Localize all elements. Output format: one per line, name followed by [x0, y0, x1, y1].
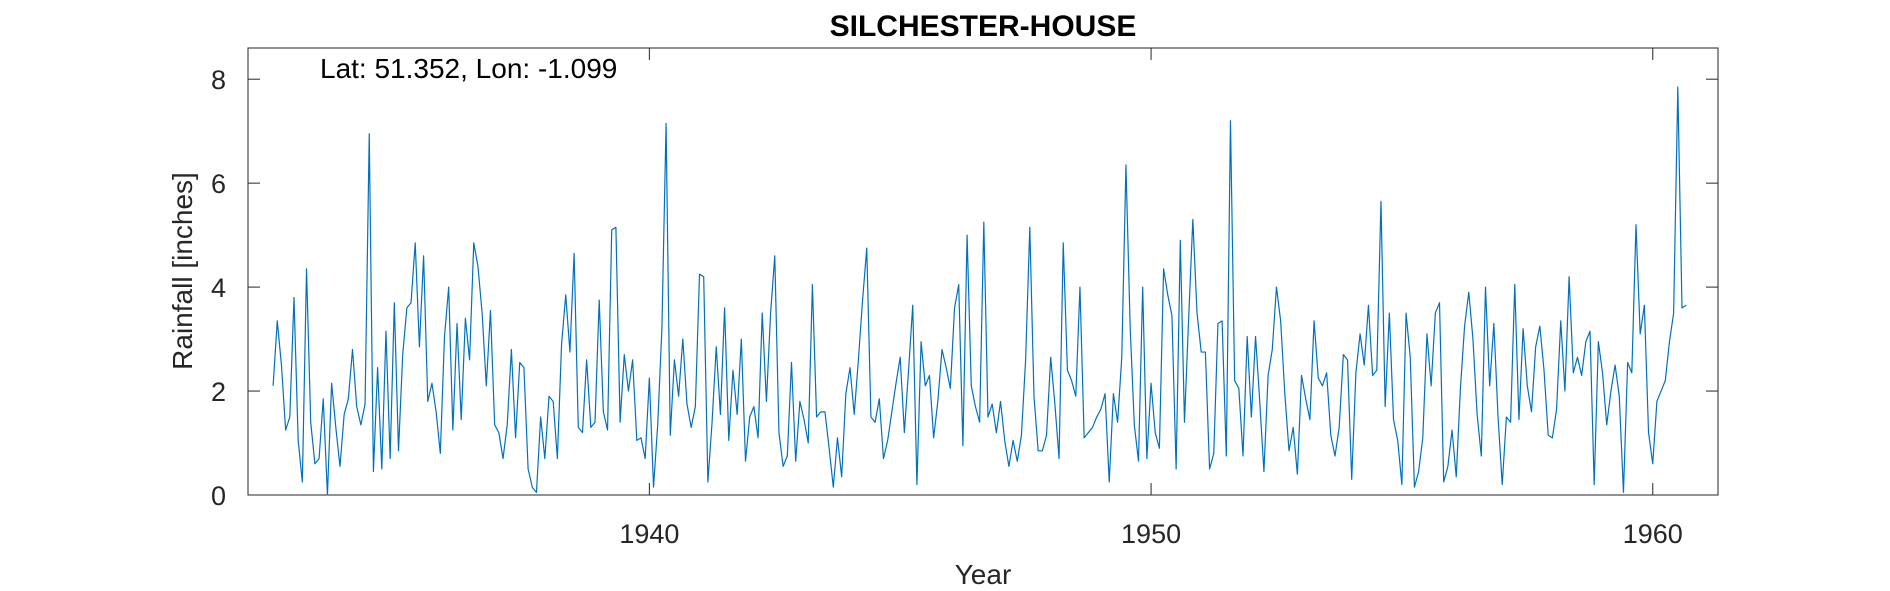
series-group — [272, 86, 1687, 496]
y-tick-label: 2 — [211, 377, 226, 407]
y-tick-label: 6 — [211, 169, 226, 199]
y-tick-label: 0 — [211, 481, 226, 511]
x-tick-label: 1940 — [619, 519, 679, 549]
axis-ticks: 0 2 4 6 8 1940 1950 1960 — [211, 48, 1718, 549]
y-tick-label: 4 — [211, 273, 226, 303]
rainfall-series-line — [272, 86, 1687, 496]
y-axis-label: Rainfall [inches] — [167, 172, 198, 370]
location-annotation: Lat: 51.352, Lon: -1.099 — [320, 53, 617, 84]
x-axis-label: Year — [955, 559, 1012, 590]
x-tick-label: 1950 — [1121, 519, 1181, 549]
x-tick-label: 1960 — [1623, 519, 1683, 549]
chart-title: SILCHESTER-HOUSE — [830, 10, 1137, 43]
y-tick-label: 8 — [211, 65, 226, 95]
